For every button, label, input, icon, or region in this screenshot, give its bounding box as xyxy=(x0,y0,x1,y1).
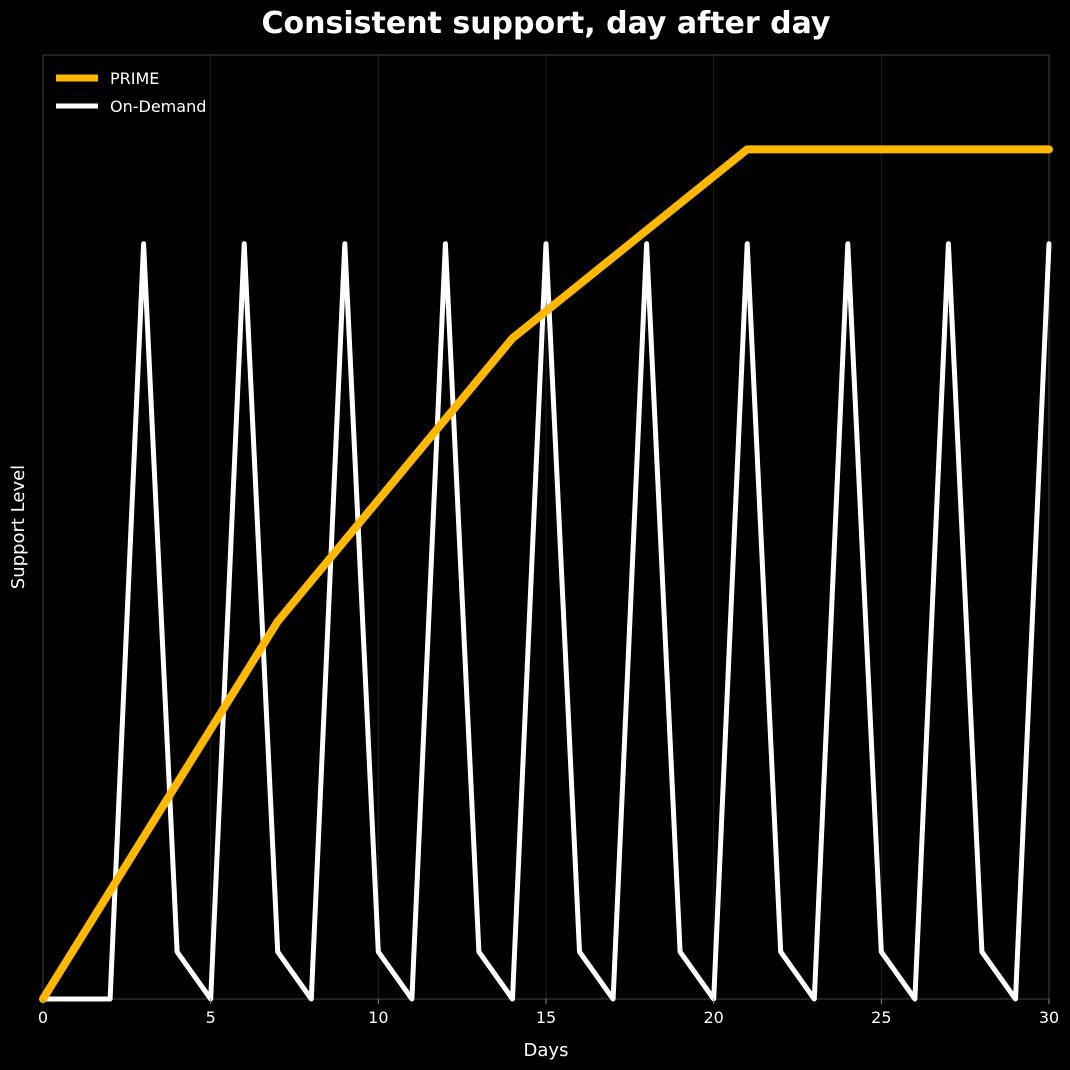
series-lines xyxy=(39,145,1053,1003)
chart-title: Consistent support, day after day xyxy=(262,6,831,41)
y-axis-label: Support Level xyxy=(8,465,29,589)
x-axis-ticks: 0 5 10 15 20 25 30 xyxy=(38,999,1059,1027)
x-tick-label: 30 xyxy=(1039,1008,1059,1027)
series-line-on-demand xyxy=(40,241,1052,1002)
x-tick-label: 0 xyxy=(38,1008,48,1027)
x-tick-label: 5 xyxy=(206,1008,216,1027)
x-tick-label: 15 xyxy=(536,1008,556,1027)
legend: PRIME On-Demand xyxy=(56,69,206,116)
grid-lines xyxy=(210,55,882,999)
legend-label-on-demand: On-Demand xyxy=(110,97,206,116)
series-line-prime xyxy=(39,145,1053,1003)
legend-label-prime: PRIME xyxy=(110,69,159,88)
x-tick-label: 20 xyxy=(703,1008,723,1027)
x-tick-label: 10 xyxy=(368,1008,388,1027)
x-tick-label: 25 xyxy=(871,1008,891,1027)
x-axis-label: Days xyxy=(524,1040,569,1061)
